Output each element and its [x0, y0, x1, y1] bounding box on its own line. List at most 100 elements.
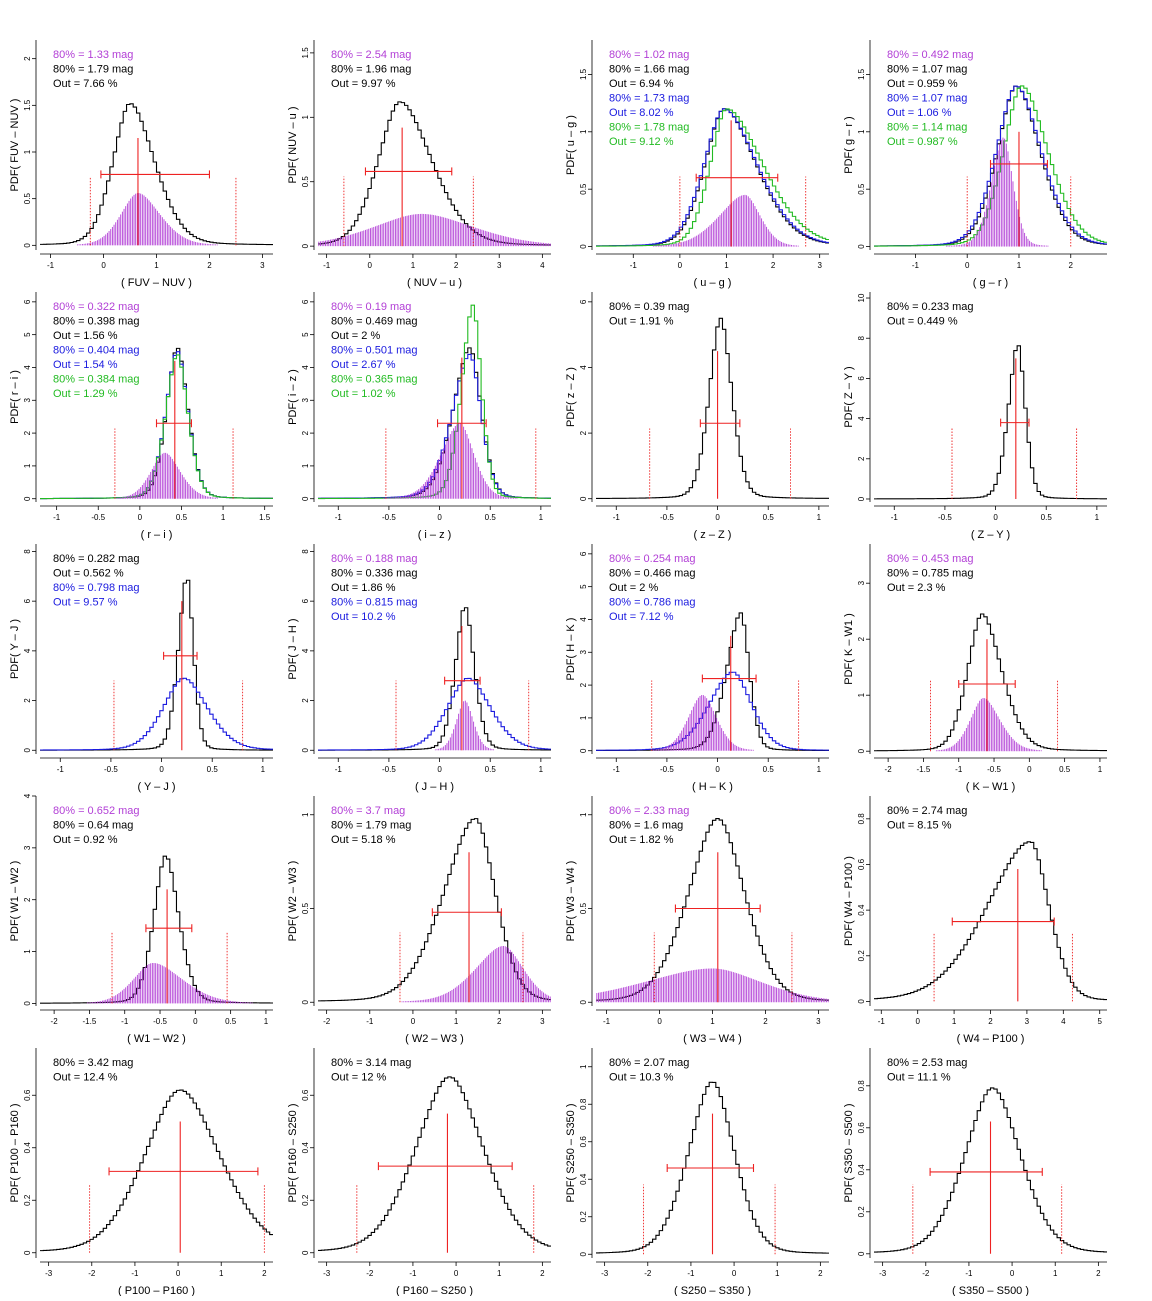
x-tick-label: 1 — [221, 513, 226, 522]
y-tick-label: 2 — [23, 430, 32, 435]
y-tick-label: 2 — [579, 682, 588, 687]
stat-annotation: 80% = 0.492 mag — [887, 49, 974, 61]
x-tick-label: -1 — [335, 513, 343, 522]
stat-annotation: 80% = 0.384 mag — [53, 374, 140, 386]
green-series-histogram — [874, 85, 1107, 247]
y-axis-label: PDF( K – W1 ) — [843, 613, 855, 685]
y-axis-label: PDF( W3 – W4 ) — [565, 861, 577, 942]
x-tick-label: -1 — [57, 765, 65, 774]
stat-annotation: 80% = 0.785 mag — [887, 568, 974, 580]
panel-13: -2 -1.5 -1 -0.5 0 0.5 1 0 1 2 3 4 ( W1 – W2 ) PDF( W1… — [9, 793, 273, 1045]
y-tick-label: 6 — [579, 299, 588, 304]
stat-annotation: 80% = 0.501 mag — [331, 345, 418, 357]
x-axis-label: ( J – H ) — [415, 781, 454, 793]
stat-annotation: Out = 9.97 % — [331, 78, 396, 90]
y-tick-label: 0.2 — [857, 1206, 866, 1218]
y-tick-label: 6 — [301, 598, 310, 603]
black-series-histogram — [874, 1087, 1107, 1253]
y-tick-label: 2 — [23, 56, 32, 61]
y-tick-label: 1 — [23, 149, 32, 154]
black-series-histogram — [40, 1089, 273, 1252]
x-tick-label: -1 — [335, 765, 343, 774]
y-tick-label: 0.4 — [23, 1142, 32, 1154]
y-tick-label: 0 — [23, 747, 32, 752]
panel-1: -1 0 1 2 3 0 0.5 1 1.5 2 ( FUV – NUV ) PDF( FUV – N… — [9, 40, 273, 289]
y-tick-label: 5 — [23, 332, 32, 337]
x-tick-label: 1 — [724, 261, 729, 270]
y-tick-label: 0 — [857, 496, 866, 501]
black-series-histogram — [596, 612, 829, 752]
y-tick-label: 0 — [23, 243, 32, 248]
y-tick-label: 3 — [301, 398, 310, 403]
x-tick-label: -2 — [51, 1017, 59, 1026]
stat-annotation: 80% = 0.453 mag — [887, 553, 974, 565]
y-tick-label: 0.6 — [23, 1089, 32, 1101]
stat-annotation: Out = 2 % — [331, 330, 380, 342]
stat-annotation: Out = 1.54 % — [53, 359, 118, 371]
y-axis-label: PDF( W1 – W2 ) — [9, 861, 21, 942]
stat-annotation: 80% = 1.33 mag — [53, 49, 133, 61]
x-tick-label: 0.5 — [485, 765, 497, 774]
y-tick-label: 1 — [857, 129, 866, 134]
y-tick-label: 0.8 — [857, 1080, 866, 1092]
x-tick-label: 2 — [771, 261, 776, 270]
y-tick-label: 2 — [857, 456, 866, 461]
x-tick-label: 1 — [454, 1017, 459, 1026]
x-tick-label: 0 — [993, 513, 998, 522]
y-tick-label: 0 — [301, 243, 310, 248]
x-tick-label: 3 — [497, 261, 502, 270]
x-tick-label: 1 — [1017, 261, 1022, 270]
y-tick-label: 1.5 — [23, 99, 32, 111]
x-tick-label: 3 — [540, 1017, 545, 1026]
y-tick-label: 0 — [301, 999, 310, 1004]
y-tick-label: 0 — [579, 748, 588, 753]
x-tick-label: 0 — [437, 765, 442, 774]
x-tick-label: -1 — [613, 513, 621, 522]
y-axis-label: PDF( H – K ) — [565, 618, 577, 681]
stat-annotation: Out = 7.66 % — [53, 78, 118, 90]
stat-annotation: Out = 10.2 % — [331, 611, 396, 623]
y-tick-label: 1 — [301, 812, 310, 817]
stat-annotation: 80% = 3.14 mag — [331, 1057, 411, 1069]
stat-annotation: 80% = 0.19 mag — [331, 301, 411, 313]
stat-annotation: 80% = 0.786 mag — [609, 597, 696, 609]
x-tick-label: 0.5 — [176, 513, 188, 522]
y-axis-label: PDF( W4 – P100 ) — [843, 856, 855, 946]
stat-annotation: 80% = 0.466 mag — [609, 568, 696, 580]
x-tick-label: -0.5 — [382, 513, 396, 522]
x-axis-label: ( P100 – P160 ) — [118, 1285, 195, 1296]
stat-annotation: 80% = 1.66 mag — [609, 64, 689, 76]
x-tick-label: 1 — [497, 1269, 502, 1278]
x-tick-label: 1 — [261, 765, 266, 774]
black-series-histogram — [318, 1076, 551, 1251]
y-tick-label: 0 — [23, 1250, 32, 1255]
x-tick-label: 1 — [710, 1017, 715, 1026]
x-tick-label: 3 — [817, 261, 822, 270]
y-tick-label: 2 — [301, 430, 310, 435]
y-tick-label: 10 — [857, 293, 866, 302]
x-tick-label: 1 — [539, 513, 544, 522]
x-tick-label: 2 — [454, 261, 459, 270]
y-tick-label: 0.2 — [23, 1194, 32, 1206]
stat-annotation: Out = 2.67 % — [331, 359, 396, 371]
x-tick-label: 0 — [732, 1269, 737, 1278]
y-tick-label: 0 — [301, 496, 310, 501]
x-tick-label: -1 — [878, 1017, 886, 1026]
x-tick-label: 1 — [775, 1269, 780, 1278]
x-tick-label: -1.5 — [83, 1017, 97, 1026]
stat-annotation: Out = 0.92 % — [53, 834, 118, 846]
stat-annotation: Out = 1.29 % — [53, 388, 118, 400]
stat-annotation: 80% = 0.469 mag — [331, 316, 418, 328]
x-axis-label: ( W2 – W3 ) — [405, 1033, 464, 1045]
stat-annotation: Out = 11.1 % — [887, 1072, 951, 1084]
y-tick-label: 4 — [579, 617, 588, 622]
stat-annotation: 80% = 0.336 mag — [331, 568, 418, 580]
stat-annotation: Out = 1.02 % — [331, 388, 396, 400]
x-tick-label: -0.5 — [382, 765, 396, 774]
panel-20: -3 -2 -1 0 1 2 0 0.2 0.4 0.6 0.8 ( S350 – S500 ) PDF… — [843, 1048, 1107, 1297]
x-tick-label: 4 — [540, 261, 545, 270]
blue-series-histogram — [596, 671, 829, 751]
stat-annotation: Out = 12.4 % — [53, 1072, 118, 1084]
x-tick-label: 4 — [1061, 1017, 1066, 1026]
